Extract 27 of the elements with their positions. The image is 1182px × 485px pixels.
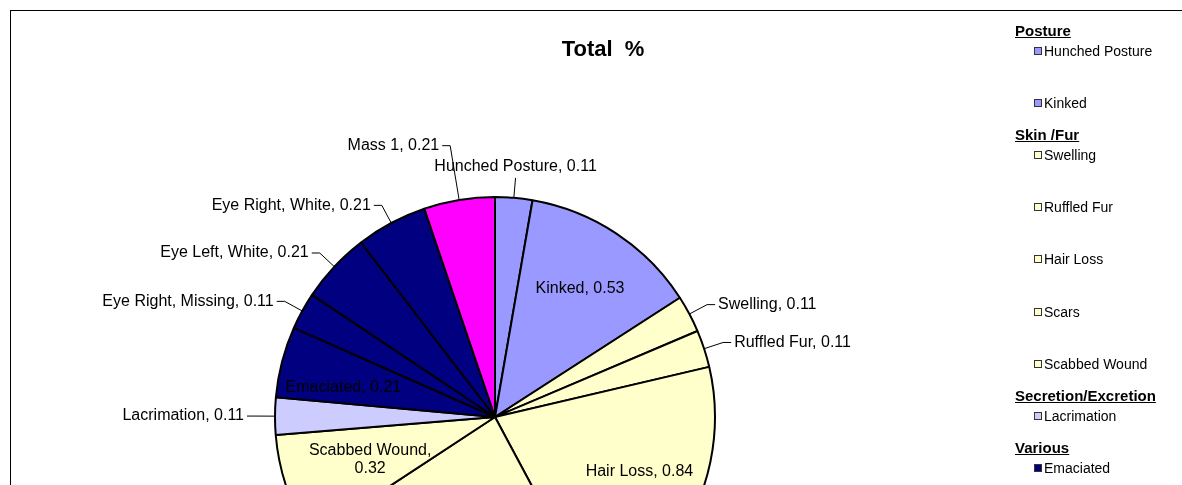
category-label: Ruffled Fur, 0.11 [734,332,851,350]
slice-label: Eye Right, Missing, 0.11 [102,291,274,309]
category-label: Kinked, 0.53 [535,278,625,296]
text: 0.32 [354,459,386,477]
category-label: Swelling, 0.11 [718,295,817,313]
slice-label: Mass 1, 0.21 [347,136,440,154]
legend-label: Emaciated [1044,459,1111,476]
category-label: Hair Loss, 0.84 [585,461,694,479]
legend-label: Hair Loss [1044,251,1104,268]
category-label: Emaciated, 0.21 [285,378,402,396]
text: Skin /Fur [1015,126,1080,145]
chart-title: Total % [561,36,645,62]
legend-label: Hunched Posture [1044,43,1153,59]
slice-label: Eye Left, White, 0.21 [160,243,309,261]
category-label: Hunched Posture, 0.11 [434,157,597,175]
legend-label: Ruffled Fur [1044,199,1113,216]
category-label: Scabbed Wound, [308,441,432,459]
legend-label: Swelling [1044,147,1097,164]
legend-label: Kinked [1044,95,1087,112]
slice-label: Eye Right, White, 0.21 [211,195,371,213]
legend-label: Scars [1044,303,1080,320]
legend-label: Lacrimation [1044,407,1117,424]
text: Secretion/Excretion [1015,386,1156,405]
legend-label: Scabbed Wound [1044,355,1148,372]
text: Posture [1015,22,1071,40]
category-label: Lacrimation, 0.11 [122,406,244,424]
text: Various [1015,438,1070,457]
